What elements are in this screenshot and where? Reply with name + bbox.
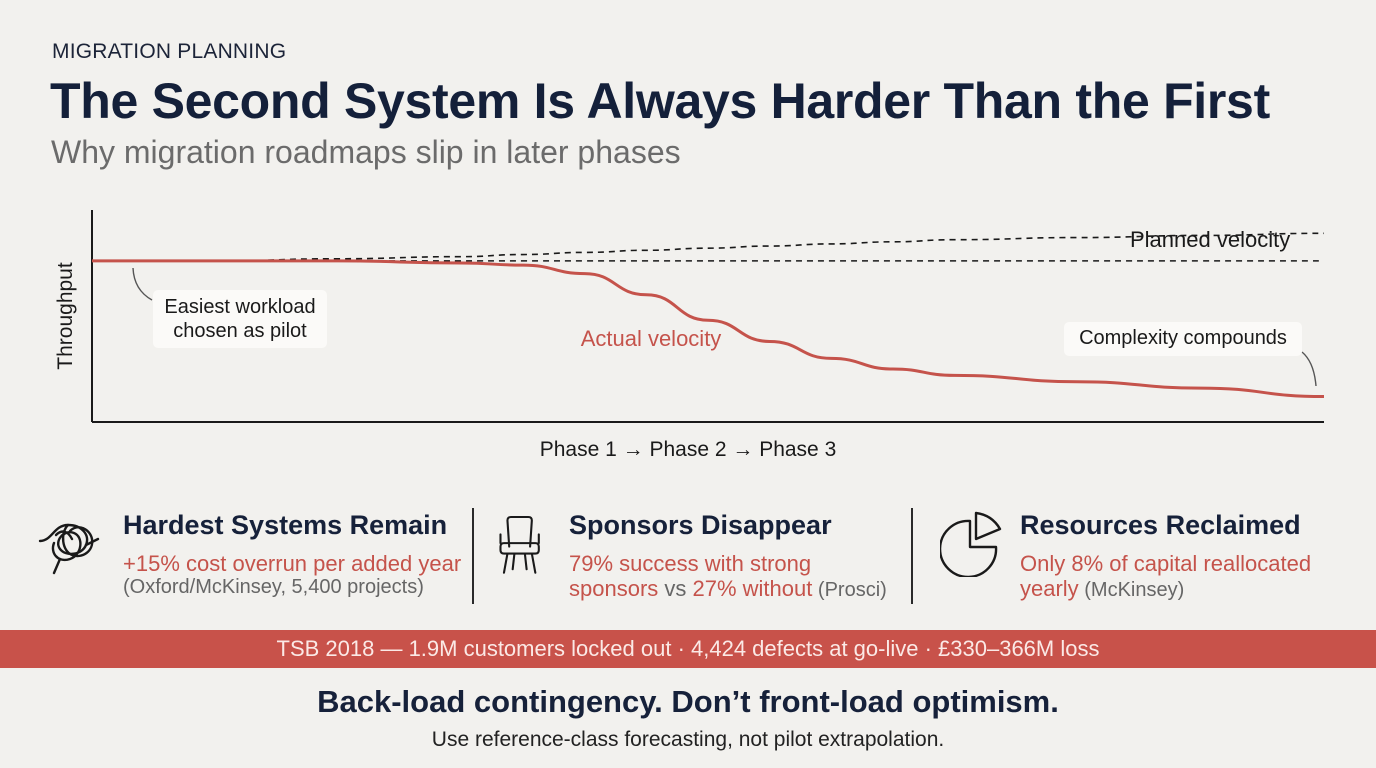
- stat-source: (Oxford/McKinsey, 5,400 projects): [123, 576, 424, 598]
- stat-divider: [911, 508, 913, 604]
- page-title: The Second System Is Always Harder Than …: [50, 73, 1270, 129]
- eyebrow-label: MIGRATION PLANNING: [52, 40, 287, 63]
- stat-connector: vs: [658, 576, 693, 601]
- x-axis-label: Phase 1 → Phase 2 → Phase 3: [540, 438, 837, 461]
- stat-source: (Prosci): [812, 579, 887, 601]
- velocity-chart: Throughput Phase 1 → Phase 2 → Phase 3 Pl…: [54, 210, 1325, 461]
- y-axis-label: Throughput: [54, 262, 77, 370]
- complexity-callout-text: Complexity compounds: [1079, 327, 1287, 349]
- stat-value: +15% cost overrun per added year: [123, 551, 462, 576]
- pie-chart-icon: [940, 511, 1002, 577]
- stat-value: 79% success with strong: [569, 551, 812, 576]
- stat-title: Resources Reclaimed: [1020, 510, 1301, 540]
- footer-headline: Back-load contingency. Don’t front-load …: [317, 684, 1059, 719]
- stat-value-line2: sponsors vs 27% without (Prosci): [569, 576, 887, 602]
- footer-subline: Use reference-class forecasting, not pil…: [431, 728, 945, 751]
- complexity-leader-line: [1301, 351, 1317, 387]
- stat-value-part: yearly: [1020, 576, 1079, 601]
- stat-title: Sponsors Disappear: [569, 510, 832, 540]
- stat-value-part: 27% without: [692, 576, 813, 601]
- stat-value: Only 8% of capital reallocated: [1020, 551, 1312, 576]
- actual-velocity-label: Actual velocity: [581, 326, 722, 351]
- series-line-0: [92, 232, 1325, 262]
- incident-banner: TSB 2018 — 1.9M customers locked out · 4…: [0, 630, 1376, 668]
- pilot-callout-line2: chosen as pilot: [173, 320, 307, 342]
- pilot-leader-line: [132, 267, 153, 301]
- pilot-callout-line1: Easiest workload: [164, 296, 316, 318]
- stat-source: (McKinsey): [1078, 579, 1185, 601]
- series-line-2: [92, 259, 1325, 399]
- stat-value-part: sponsors: [569, 576, 659, 601]
- pilot-callout: Easiest workload chosen as pilot: [153, 290, 327, 348]
- stat-title: Hardest Systems Remain: [123, 510, 448, 540]
- page-subtitle: Why migration roadmaps slip in later pha…: [51, 134, 681, 170]
- complexity-callout: Complexity compounds: [1064, 322, 1302, 356]
- stat-value-line2: yearly (McKinsey): [1020, 576, 1184, 602]
- stats-row: Hardest Systems Remain +15% cost overrun…: [0, 505, 1376, 615]
- stat-divider: [472, 508, 474, 604]
- planned-velocity-label: Planned velocity: [1130, 227, 1290, 252]
- tangle-knot-icon: [38, 523, 100, 575]
- empty-chair-icon: [499, 515, 540, 574]
